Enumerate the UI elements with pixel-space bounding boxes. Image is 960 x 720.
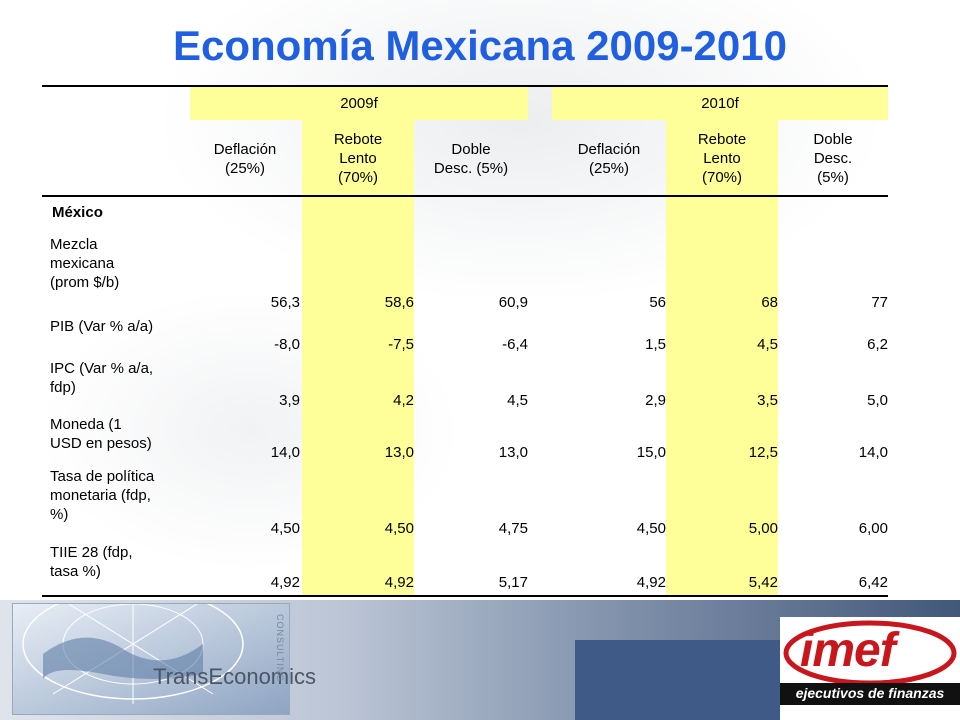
row-label-line: PIB (Var % a/a) [50,318,154,335]
scenario-header-line: Lento [339,150,377,167]
scenario-header: Deflación (25%) [552,120,666,197]
table-cell: 3,5 [757,392,778,409]
scenario-header-line: (70%) [337,169,378,186]
table-cell: 14,0 [270,444,300,461]
table-cell: 77 [871,294,888,311]
table-cell: 14,0 [858,444,888,461]
table-cell: 13,0 [384,444,414,461]
row-label-line: USD en pesos) [50,435,152,452]
row-label-line: Tasa de política [50,468,155,485]
row-label: Tasa de política monetaria (fdp,%) [50,467,190,539]
scenario-header: Deflación (25%) [190,120,300,197]
row-label-line: mexicana [50,255,115,272]
scenario-header: Rebote Lento (70%) [302,120,414,197]
imef-bar [780,683,960,705]
table-cell: -8,0 [274,336,300,353]
table-cell: 56 [649,294,666,311]
row-label-line: (prom $/b) [50,274,120,291]
table-cell: 15,0 [636,444,666,461]
transeconomics-consulting: CONSULTING [275,614,285,683]
year-header-2009: 2009f [190,87,528,120]
table-cell: 68 [761,294,778,311]
table-cell: 4,50 [636,520,666,537]
highlight-column [666,120,778,595]
row-label-line: Moneda (1 [50,416,122,433]
row-label: PIB (Var % a/a) [50,317,190,355]
scenario-header-line: (25%) [224,159,265,177]
scenario-header-line: (70%) [701,169,742,186]
scenario-header: Doble Desc. (5%) [414,120,528,197]
table-cell: 6,42 [858,574,888,591]
imef-logo: imef ejecutivos de finanzas [780,617,960,720]
table-rule [42,195,888,197]
table-cell: 4,5 [757,336,778,353]
table-rule [42,85,888,87]
table-cell: 3,9 [279,392,300,409]
table-cell: 4,5 [507,392,528,409]
highlight-column [302,120,414,595]
transeconomics-logo: TransEconomics CONSULTING [12,603,316,715]
table-cell: 56,3 [270,294,300,311]
scenario-header-line: Doble [813,131,853,148]
row-label: Mezcla mexicana (prom $/b) [50,235,190,313]
table-cell: 4,50 [384,520,414,537]
globe-icon [13,604,289,714]
row-label-line: %) [50,506,69,523]
row-label-line: fdp) [50,379,76,396]
imef-tagline: ejecutivos de finanzas [795,685,945,701]
scenario-header-line: Desc. [813,150,853,167]
table-cell: 4,92 [636,574,666,591]
page-title: Economía Mexicana 2009-2010 [172,22,787,69]
table-cell: 5,00 [748,520,778,537]
scenario-header-line: (25%) [588,159,629,177]
scenario-header-line: Rebote [333,131,383,148]
table-cell: 4,2 [393,392,414,409]
table-cell: 2,9 [645,392,666,409]
table-cell: 12,5 [748,444,778,461]
scenario-header-line: Lento [703,150,741,167]
transeconomics-wordmark: TransEconomics [153,664,317,689]
table-cell: 5,42 [748,574,778,591]
table-cell: 4,92 [384,574,414,591]
table-cell: 58,6 [384,294,414,311]
table-cell: 4,75 [498,520,528,537]
table-cell: 1,5 [645,336,666,353]
scenario-header: Doble Desc. (5%) [778,120,888,197]
table-cell: 5,17 [498,574,528,591]
table-cell: -7,5 [388,336,414,353]
row-label: TIIE 28 (fdp, tasa %) [50,543,190,593]
table-rule [42,595,888,597]
row-label-line: tasa %) [50,563,101,580]
scenario-header: Rebote Lento (70%) [666,120,778,197]
scenario-header-line: Desc. (5%) [433,159,509,177]
imef-wordmark: imef [800,624,896,677]
table-cell: 60,9 [498,294,528,311]
table-cell: -6,4 [502,336,528,353]
table-cell: 4,92 [270,574,300,591]
table-cell: 13,0 [498,444,528,461]
table-cell: 6,2 [867,336,888,353]
table-cell: 5,0 [867,392,888,409]
row-label-line: TIIE 28 (fdp, [50,544,133,561]
scenario-header-line: Deflación [213,140,277,158]
table-cell: 6,00 [858,520,888,537]
scenario-header-line: (5%) [817,169,849,186]
row-label-line: monetaria (fdp, [50,487,151,504]
row-label: Moneda (1 USD en pesos) [50,415,190,463]
scenario-header-line: Doble [451,140,491,158]
row-label-line: IPC (Var % a/a, [50,360,154,377]
section-label: México [52,204,103,221]
scenario-header-line: Rebote [697,131,747,148]
scenario-header-line: Deflación [577,140,641,158]
year-header-2010: 2010f [552,87,888,120]
row-label: IPC (Var % a/a, fdp) [50,359,190,411]
table-cell: 4,50 [270,520,300,537]
row-label-line: Mezcla [50,236,98,253]
